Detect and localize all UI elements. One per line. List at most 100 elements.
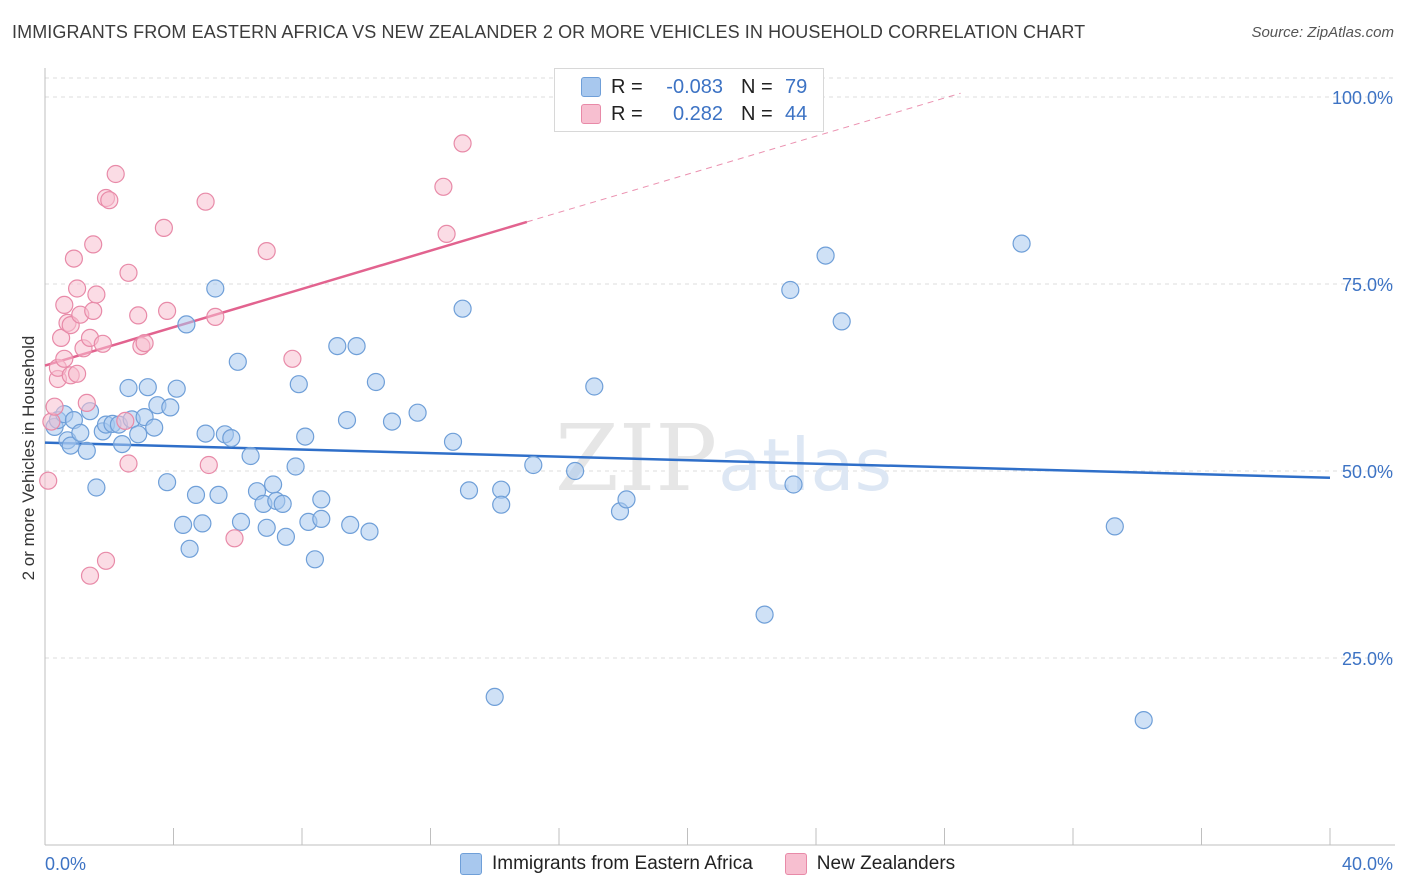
point-new-zealanders	[257, 242, 276, 261]
source-credit: Source: ZipAtlas.com	[1251, 24, 1394, 41]
point-eastern-africa	[347, 337, 366, 356]
legend-swatch-new-zealanders	[784, 853, 807, 875]
point-eastern-africa	[289, 375, 308, 394]
point-new-zealanders	[196, 192, 215, 211]
point-eastern-africa	[174, 515, 193, 535]
chart-title: IMMIGRANTS FROM EASTERN AFRICA VS NEW ZE…	[12, 22, 1086, 42]
point-eastern-africa	[209, 485, 228, 504]
trend-layer	[44, 92, 1331, 479]
point-eastern-africa	[312, 490, 331, 509]
point-eastern-africa	[264, 475, 283, 494]
point-eastern-africa	[61, 436, 80, 455]
point-new-zealanders	[39, 471, 58, 490]
point-eastern-africa	[129, 425, 148, 444]
point-new-zealanders	[55, 349, 74, 368]
point-new-zealanders	[96, 551, 116, 570]
point-new-zealanders	[67, 279, 87, 298]
x-tick-label-min: 0.0%	[45, 854, 86, 874]
point-new-zealanders	[434, 177, 453, 196]
point-eastern-africa	[453, 299, 472, 318]
point-eastern-africa	[755, 605, 774, 624]
y-tick-label: 50.0%	[1342, 462, 1393, 482]
point-new-zealanders	[206, 307, 225, 326]
point-eastern-africa	[1105, 517, 1124, 536]
point-eastern-africa	[366, 372, 385, 392]
point-eastern-africa	[206, 279, 225, 298]
point-new-zealanders	[67, 364, 87, 383]
point-eastern-africa	[617, 490, 636, 509]
point-eastern-africa	[77, 441, 96, 460]
point-new-zealanders	[55, 295, 74, 314]
point-eastern-africa	[443, 432, 463, 451]
legend-label-eastern-africa: Immigrants from Eastern Africa	[492, 853, 753, 874]
point-new-zealanders	[129, 306, 148, 325]
point-new-zealanders	[199, 455, 218, 475]
point-new-zealanders	[119, 454, 138, 473]
point-eastern-africa	[177, 315, 196, 334]
stats-row-new-zealanders: R = 0.282 N = 44	[581, 101, 807, 127]
point-eastern-africa	[328, 337, 347, 356]
point-new-zealanders	[77, 393, 96, 412]
point-eastern-africa	[565, 461, 585, 481]
y-tick-label: 100.0%	[1332, 88, 1393, 108]
point-eastern-africa	[138, 378, 157, 397]
point-eastern-africa	[337, 411, 357, 430]
n-value: 44	[785, 102, 808, 125]
point-eastern-africa	[196, 424, 215, 443]
point-eastern-africa	[257, 518, 276, 537]
r-label: R =	[611, 102, 643, 125]
point-eastern-africa	[305, 550, 324, 569]
point-new-zealanders	[80, 566, 100, 585]
r-label: R =	[611, 75, 643, 98]
point-new-zealanders	[106, 164, 125, 184]
r-value: -0.083	[666, 75, 723, 98]
point-new-zealanders	[135, 334, 154, 353]
stats-row-eastern-africa: R = -0.083 N = 79	[581, 74, 807, 100]
point-new-zealanders	[453, 134, 472, 153]
point-eastern-africa	[341, 515, 360, 535]
point-new-zealanders	[119, 263, 138, 282]
legend-item-new-zealanders[interactable]: New Zealanders	[784, 853, 955, 875]
point-eastern-africa	[222, 429, 241, 448]
point-eastern-africa	[1012, 234, 1031, 253]
point-eastern-africa	[71, 423, 90, 442]
point-new-zealanders	[51, 328, 71, 347]
point-new-zealanders	[225, 529, 244, 548]
legend-item-eastern-africa[interactable]: Immigrants from Eastern Africa	[460, 853, 753, 875]
point-new-zealanders	[116, 411, 135, 430]
point-eastern-africa	[312, 509, 331, 529]
y-axis-label: 2 or more Vehicles in Household	[19, 336, 38, 581]
axes-layer: 25.0% 50.0% 75.0% 100.0% 0.0% 40.0%	[44, 68, 1395, 874]
point-new-zealanders	[158, 301, 177, 320]
trendline-eastern-africa	[44, 441, 1331, 479]
point-eastern-africa	[228, 352, 247, 371]
point-eastern-africa	[167, 379, 186, 398]
swatch-new-zealanders	[581, 104, 601, 124]
point-eastern-africa	[231, 512, 251, 532]
point-eastern-africa	[781, 280, 800, 300]
r-value: 0.282	[672, 102, 723, 125]
point-new-zealanders	[45, 397, 64, 416]
stats-legend: R = -0.083 N = 79 R = 0.282 N = 44	[554, 68, 824, 132]
n-value: 79	[785, 75, 808, 98]
point-eastern-africa	[87, 478, 106, 497]
point-eastern-africa	[145, 418, 164, 437]
point-eastern-africa	[158, 473, 177, 492]
point-eastern-africa	[832, 312, 851, 331]
point-eastern-africa	[816, 246, 835, 265]
trendline-new-zealanders-extension	[526, 92, 961, 223]
series-legend: Immigrants from Eastern Africa New Zeala…	[460, 852, 955, 876]
point-eastern-africa	[241, 446, 260, 466]
point-eastern-africa	[1134, 710, 1153, 730]
point-eastern-africa	[112, 435, 132, 454]
n-label: N =	[741, 102, 773, 125]
point-eastern-africa	[382, 412, 402, 431]
points-layer	[39, 134, 1153, 730]
point-new-zealanders	[93, 334, 112, 353]
point-eastern-africa	[360, 522, 379, 541]
point-eastern-africa	[296, 427, 315, 446]
point-eastern-africa	[784, 475, 803, 494]
y-tick-label: 25.0%	[1342, 649, 1393, 669]
y-tick-label: 75.0%	[1342, 275, 1393, 295]
